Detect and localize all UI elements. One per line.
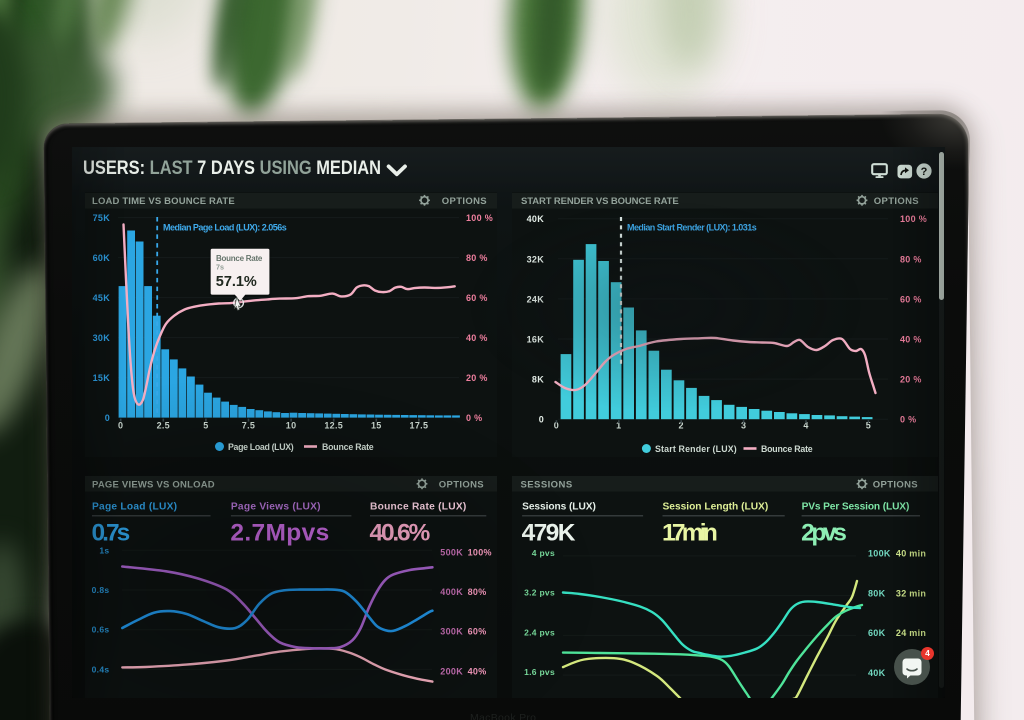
svg-text:15K: 15K [93,373,111,383]
svg-text:Page Load (LUX): Page Load (LUX) [92,502,177,513]
svg-text:Bounce Rate (LUX): Bounce Rate (LUX) [370,502,467,513]
svg-text:100 %: 100 % [466,213,493,223]
svg-text:60 %: 60 % [466,293,488,303]
svg-text:40 %: 40 % [900,335,922,345]
svg-text:80%: 80% [468,587,487,597]
svg-text:OPTIONS: OPTIONS [442,196,487,207]
svg-text:2.5: 2.5 [157,421,170,431]
svg-text:10: 10 [286,421,297,431]
svg-text:Bounce Rate: Bounce Rate [216,254,263,263]
svg-text:Median Start Render (LUX): 1.0: Median Start Render (LUX): 1.031s [627,223,757,233]
svg-text:400K: 400K [440,587,463,597]
svg-text:500K: 500K [440,547,463,557]
svg-text:4: 4 [803,421,808,431]
svg-text:2.4 pvs: 2.4 pvs [524,627,555,637]
svg-text:0: 0 [105,413,110,423]
svg-text:2pvs: 2pvs [801,520,847,547]
svg-text:1: 1 [616,421,621,431]
svg-text:16K: 16K [527,335,545,345]
svg-text:0: 0 [118,421,123,431]
svg-text:32 min: 32 min [896,588,926,598]
svg-text:OPTIONS: OPTIONS [439,480,484,491]
svg-text:24K: 24K [527,294,545,304]
svg-text:SESSIONS: SESSIONS [521,480,573,491]
svg-text:7.5: 7.5 [242,421,255,431]
svg-text:0.4s: 0.4s [92,664,110,674]
svg-text:PVs Per Session (LUX): PVs Per Session (LUX) [802,502,910,513]
svg-text:4 pvs: 4 pvs [532,548,555,558]
svg-text:17min: 17min [662,520,718,547]
svg-text:40K: 40K [527,214,545,224]
svg-text:60K: 60K [93,253,111,263]
svg-text:0: 0 [554,421,559,431]
svg-text:45K: 45K [93,293,111,303]
svg-text:12.5: 12.5 [324,421,343,431]
svg-text:80 %: 80 % [466,253,488,263]
svg-text:1.6 pvs: 1.6 pvs [524,667,555,677]
svg-text:20 %: 20 % [900,375,922,385]
svg-text:60K: 60K [868,628,886,638]
svg-text:Bounce Rate: Bounce Rate [322,442,374,452]
svg-text:Bounce Rate: Bounce Rate [761,444,813,454]
svg-text:30K: 30K [93,333,111,343]
svg-text:24 min: 24 min [896,628,926,638]
svg-text:0 %: 0 % [466,413,482,423]
svg-text:0: 0 [539,415,544,425]
svg-text:2: 2 [679,421,684,431]
svg-text:32K: 32K [527,254,545,264]
svg-text:?: ? [920,166,927,178]
svg-text:OPTIONS: OPTIONS [874,196,919,207]
svg-text:Session Length (LUX): Session Length (LUX) [663,502,769,513]
svg-text:300K: 300K [440,627,463,637]
svg-text:60 %: 60 % [900,294,922,304]
svg-text:3.2 pvs: 3.2 pvs [524,588,555,598]
svg-text:20 %: 20 % [466,373,488,383]
svg-text:75K: 75K [93,213,111,223]
svg-text:100 %: 100 % [900,214,927,224]
svg-text:15: 15 [371,421,382,431]
svg-text:100K: 100K [868,549,891,559]
svg-text:8K: 8K [532,375,544,385]
svg-text:2.7Mpvs: 2.7Mpvs [230,520,329,547]
svg-text:479K: 479K [522,520,576,547]
svg-text:100%: 100% [468,547,492,557]
svg-text:1s: 1s [99,545,109,555]
svg-text:OPTIONS: OPTIONS [873,480,918,491]
svg-text:80K: 80K [868,588,886,598]
svg-text:200K: 200K [440,666,463,676]
svg-text:40 %: 40 % [466,333,488,343]
svg-text:Start Render (LUX): Start Render (LUX) [655,444,737,454]
svg-text:3: 3 [741,421,746,431]
svg-text:0.7s: 0.7s [92,520,131,547]
svg-text:0.8s: 0.8s [92,585,110,595]
svg-text:Sessions (LUX): Sessions (LUX) [522,502,596,513]
svg-text:7s: 7s [216,263,224,272]
svg-text:Page Load (LUX): Page Load (LUX) [228,442,294,452]
svg-text:40%: 40% [468,666,487,676]
svg-text:5: 5 [866,421,871,431]
svg-text:Page Views (LUX): Page Views (LUX) [231,502,321,513]
svg-text:40.6%: 40.6% [370,520,431,547]
svg-text:60%: 60% [468,627,487,637]
svg-text:80 %: 80 % [900,254,922,264]
svg-text:0.6s: 0.6s [92,625,110,635]
svg-text:0 %: 0 % [900,415,916,425]
svg-text:Median Page Load (LUX): 2.056s: Median Page Load (LUX): 2.056s [163,223,287,233]
svg-text:57.1%: 57.1% [216,274,257,290]
svg-text:40 min: 40 min [896,549,926,559]
svg-text:LOAD TIME VS BOUNCE RATE: LOAD TIME VS BOUNCE RATE [92,196,235,207]
svg-text:5: 5 [203,421,208,431]
svg-text:START RENDER VS BOUNCE RATE: START RENDER VS BOUNCE RATE [521,196,679,207]
svg-text:17.5: 17.5 [410,421,429,431]
svg-text:40K: 40K [868,668,886,678]
svg-text:PAGE VIEWS VS ONLOAD: PAGE VIEWS VS ONLOAD [92,480,215,491]
